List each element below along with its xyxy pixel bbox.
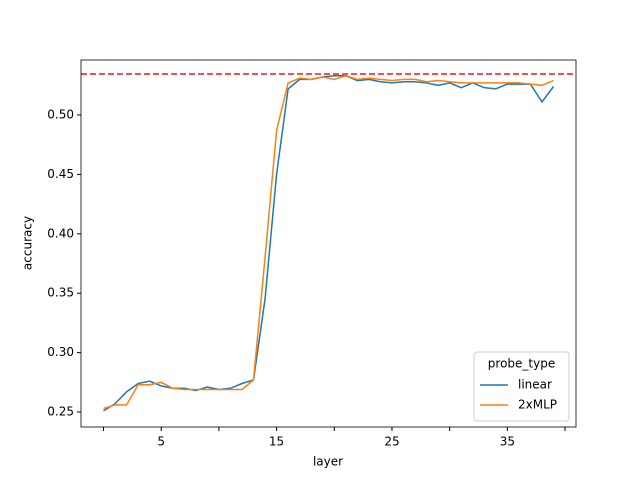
y-tick-label: 0.50 [47, 108, 74, 122]
plot-frame [80, 59, 577, 428]
legend-label: linear [518, 378, 552, 392]
x-tick-label: 5 [157, 435, 165, 449]
y-tick-label: 0.30 [47, 345, 74, 359]
legend-title: probe_type [488, 357, 555, 371]
x-tick-label: 15 [269, 435, 284, 449]
legend-label: 2xMLP [518, 398, 557, 412]
x-tick-label: 25 [384, 435, 399, 449]
y-tick-label: 0.45 [47, 167, 74, 181]
x-axis-label: layer [313, 455, 343, 469]
y-tick-label: 0.40 [47, 226, 74, 240]
y-tick-label: 0.35 [47, 286, 74, 300]
y-axis-label: accuracy [21, 216, 35, 270]
legend-box [473, 351, 570, 422]
x-tick-label: 35 [500, 435, 515, 449]
line-series [103, 75, 554, 410]
y-tick-label: 0.25 [47, 405, 74, 419]
